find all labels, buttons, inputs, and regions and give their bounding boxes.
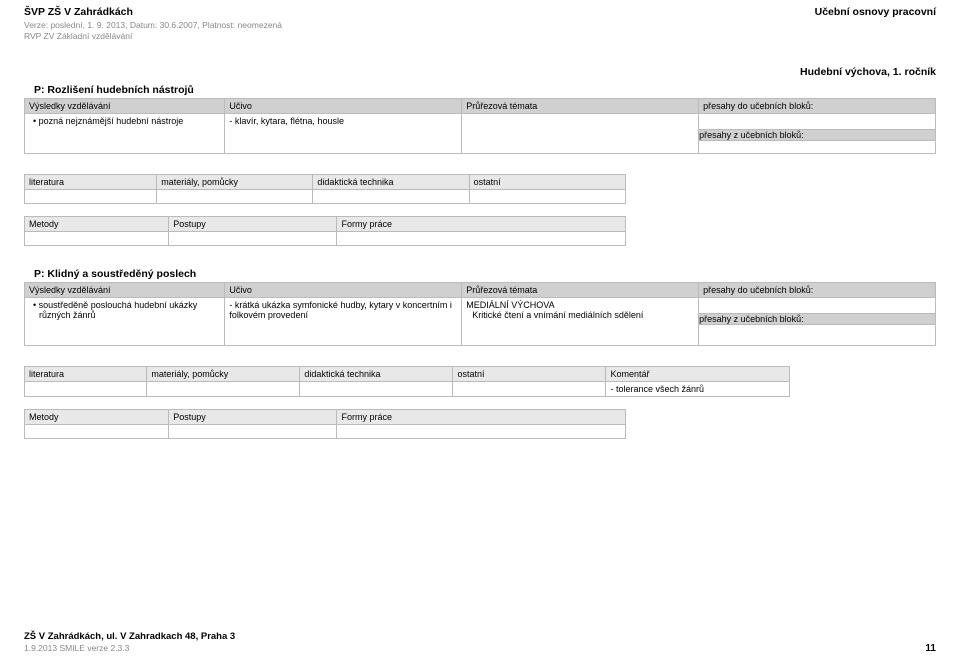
col-header: literatura [25,175,157,190]
resources-table-1: literatura materiály, pomůcky didaktická… [24,174,626,204]
footer-org: ZŠ V Zahrádkách, ul. V Zahradkach 48, Pr… [24,631,235,643]
col-header: Výsledky vzdělávání [25,99,225,114]
col-header: didaktická technika [300,367,453,382]
table-cell: přesahy z učebních bloků: [699,298,936,346]
resources-table-2: literatura materiály, pomůcky didaktická… [24,366,790,397]
col-header: Formy práce [337,410,625,425]
table-cell: soustředěně poslouchá hudební ukázky růz… [25,298,225,346]
subject-title: Hudební výchova, 1. ročník [24,66,936,78]
section1-table: Výsledky vzdělávání Učivo Průřezová téma… [24,98,936,154]
col-header: Učivo [225,283,462,298]
header-version: Verze: poslední, 1. 9. 2013, Datum: 30.6… [24,20,282,31]
page-footer: ZŠ V Zahrádkách, ul. V Zahradkach 48, Pr… [24,631,936,654]
cross-subtopic: Kritické čtení a vnímání mediálních sděl… [466,310,694,320]
page-header: ŠVP ZŠ V Zahrádkách Verze: poslední, 1. … [24,6,936,42]
table-cell: pozná nejznámější hudební nástroje [25,114,225,154]
outcome-text: soustředěně poslouchá hudební ukázky růz… [29,300,220,320]
table-cell: přesahy z učebních bloků: [699,114,936,154]
col-header: Metody [25,410,169,425]
col-header: přesahy do učebních bloků: [699,99,936,114]
col-header: materiály, pomůcky [157,175,313,190]
sub-header: přesahy z učebních bloků: [699,314,935,325]
header-left: ŠVP ZŠ V Zahrádkách Verze: poslední, 1. … [24,6,282,42]
methods-table-2: Metody Postupy Formy práce [24,409,626,439]
header-rvp: RVP ZV Základní vzdělávání [24,31,282,42]
footer-left: ZŠ V Zahrádkách, ul. V Zahradkach 48, Pr… [24,631,235,654]
methods-table-1: Metody Postupy Formy práce [24,216,626,246]
col-header: didaktická technika [313,175,469,190]
col-header: Výsledky vzdělávání [25,283,225,298]
table-cell [300,382,453,397]
table-cell [337,232,625,246]
footer-generator: 1.9.2013 SMILE verze 2.3.3 [24,643,235,654]
col-header: Komentář [606,367,790,382]
col-header: Průřezová témata [462,99,699,114]
table-cell [470,190,626,204]
outcome-text: pozná nejznámější hudební nástroje [29,116,220,126]
school-name: ŠVP ZŠ V Zahrádkách [24,6,282,20]
table-cell [462,114,699,154]
col-header: přesahy do učebních bloků: [699,283,936,298]
col-header: Postupy [169,410,337,425]
section2-title: P: Klidný a soustředěný poslech [34,268,936,280]
section2-table: Výsledky vzdělávání Učivo Průřezová téma… [24,282,936,346]
table-cell [25,190,157,204]
header-right: Učební osnovy pracovní [815,6,936,18]
col-header: ostatní [470,175,626,190]
table-cell: - krátká ukázka symfonické hudby, kytary… [225,298,462,346]
table-cell [147,382,300,397]
col-header: Postupy [169,217,337,232]
table-cell [25,232,169,246]
page-number: 11 [925,643,936,654]
table-cell [169,425,337,439]
col-header: materiály, pomůcky [147,367,300,382]
table-cell [169,232,337,246]
table-cell [25,425,169,439]
table-cell [25,382,147,397]
section1-title: P: Rozlišení hudebních nástrojů [34,84,936,96]
col-header: literatura [25,367,147,382]
col-header: Formy práce [337,217,625,232]
table-cell [337,425,625,439]
table-cell [453,382,606,397]
table-cell: - klavír, kytara, flétna, housle [225,114,462,154]
col-header: Učivo [225,99,462,114]
col-header: ostatní [453,367,606,382]
comment-cell: - tolerance všech žánrů [606,382,790,397]
col-header: Metody [25,217,169,232]
col-header: Průřezová témata [462,283,699,298]
table-cell [313,190,469,204]
table-cell [157,190,313,204]
cross-topic: MEDIÁLNÍ VÝCHOVA [466,300,694,310]
table-cell: MEDIÁLNÍ VÝCHOVA Kritické čtení a vnímán… [462,298,699,346]
sub-header: přesahy z učebních bloků: [699,130,935,141]
